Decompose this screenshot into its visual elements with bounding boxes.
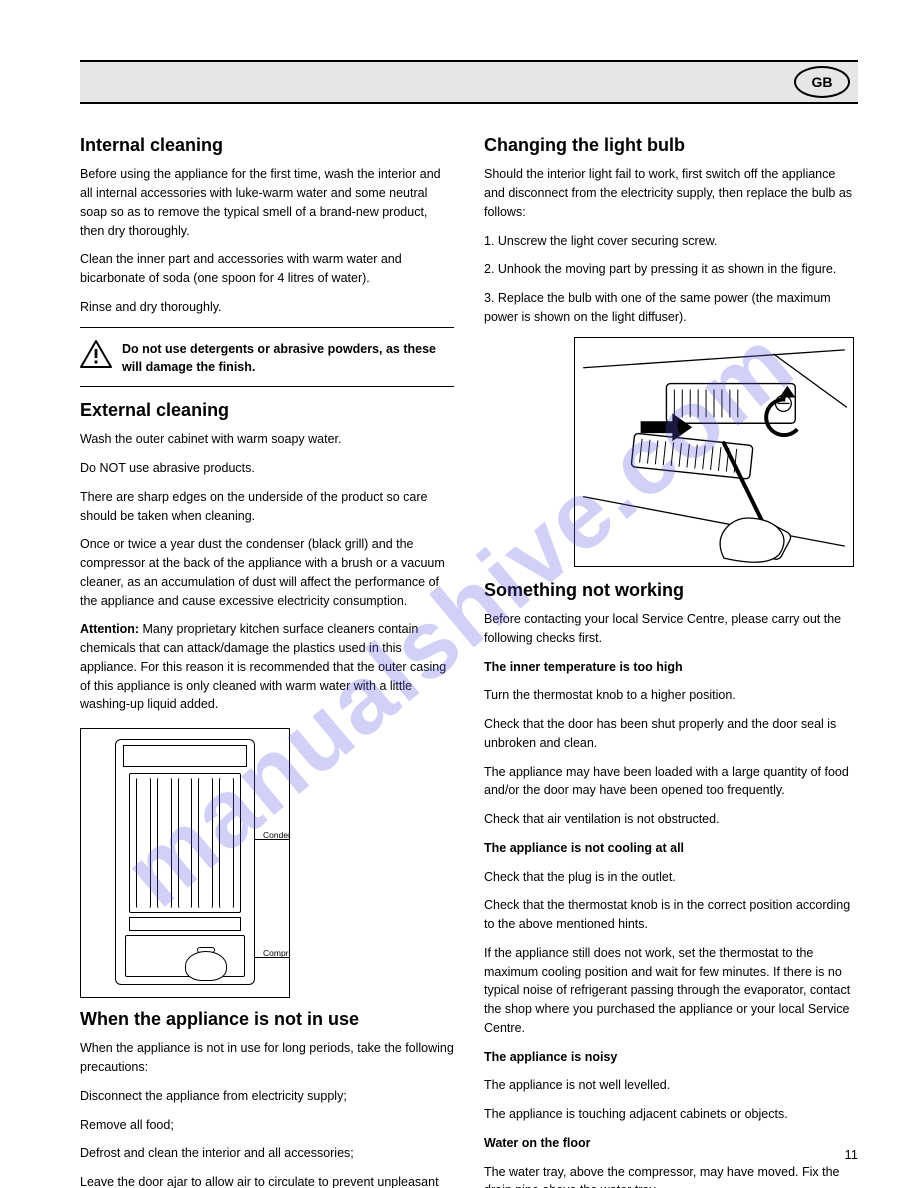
- header-bar: GB: [80, 60, 858, 104]
- language-badge: GB: [794, 66, 850, 98]
- section-title-troubleshooting: Something not working: [484, 579, 858, 602]
- warning-triangle-icon: [80, 340, 112, 368]
- para-bulb-intro: Should the interior light fail to work, …: [484, 165, 858, 221]
- content-columns: Internal cleaning Before using the appli…: [80, 134, 858, 1188]
- para-notuse-3: Defrost and clean the interior and all a…: [80, 1144, 454, 1163]
- figure-fridge-rear: Condenser Compressor: [80, 728, 290, 998]
- para-internal-3: Rinse and dry thoroughly.: [80, 298, 454, 317]
- sub-water-a: The water tray, above the compressor, ma…: [484, 1163, 858, 1188]
- figure-label-compressor: Compressor: [263, 949, 290, 958]
- para-external-1: Wash the outer cabinet with warm soapy w…: [80, 430, 454, 449]
- sub-noisy-b: The appliance is touching adjacent cabin…: [484, 1105, 858, 1124]
- figure-label-condenser: Condenser: [263, 831, 290, 840]
- sub-high-temp-a: Turn the thermostat knob to a higher pos…: [484, 686, 858, 705]
- left-column: Internal cleaning Before using the appli…: [80, 134, 454, 1188]
- language-code: GB: [812, 74, 833, 90]
- page: GB Internal cleaning Before using the ap…: [0, 0, 918, 1188]
- sub-no-cool-c: If the appliance still does not work, se…: [484, 944, 858, 1038]
- sub-no-cool-b: Check that the thermostat knob is in the…: [484, 896, 858, 934]
- sub-noisy: The appliance is noisy: [484, 1048, 858, 1067]
- section-title-internal-cleaning: Internal cleaning: [80, 134, 454, 157]
- sub-high-temp-b: Check that the door has been shut proper…: [484, 715, 858, 753]
- para-external-4: Once or twice a year dust the condenser …: [80, 535, 454, 610]
- sub-high-temp-c: The appliance may have been loaded with …: [484, 763, 858, 801]
- sub-no-cool: The appliance is not cooling at all: [484, 839, 858, 858]
- warning-block: Do not use detergents or abrasive powder…: [80, 340, 454, 376]
- sub-no-cool-a: Check that the plug is in the outlet.: [484, 868, 858, 887]
- warning-rule-top: [80, 327, 454, 328]
- section-title-light-bulb: Changing the light bulb: [484, 134, 858, 157]
- sub-water: Water on the floor: [484, 1134, 858, 1153]
- page-number: 11: [845, 1147, 859, 1162]
- right-column: Changing the light bulb Should the inter…: [484, 134, 858, 1188]
- section-title-external-cleaning: External cleaning: [80, 399, 454, 422]
- sub-noisy-a: The appliance is not well levelled.: [484, 1076, 858, 1095]
- para-notuse-intro: When the appliance is not in use for lon…: [80, 1039, 454, 1077]
- sub-high-temp-d: Check that air ventilation is not obstru…: [484, 810, 858, 829]
- step-bulb-3: 3. Replace the bulb with one of the same…: [484, 289, 858, 327]
- section-title-not-in-use: When the appliance is not in use: [80, 1008, 454, 1031]
- fridge-schematic: Condenser Compressor: [115, 739, 255, 985]
- step-bulb-1: 1. Unscrew the light cover securing scre…: [484, 232, 858, 251]
- para-notuse-1: Disconnect the appliance from electricit…: [80, 1087, 454, 1106]
- para-notuse-2: Remove all food;: [80, 1116, 454, 1135]
- para-internal-2: Clean the inner part and accessories wit…: [80, 250, 454, 288]
- para-notuse-4: Leave the door ajar to allow air to circ…: [80, 1173, 454, 1188]
- figure-lamp-cover: [574, 337, 854, 567]
- lamp-cover-illustration: [575, 338, 853, 566]
- para-trouble-intro: Before contacting your local Service Cen…: [484, 610, 858, 648]
- para-external-3: There are sharp edges on the underside o…: [80, 488, 454, 526]
- warning-rule-bottom: [80, 386, 454, 387]
- sub-high-temp: The inner temperature is too high: [484, 658, 858, 677]
- step-bulb-2: 2. Unhook the moving part by pressing it…: [484, 260, 858, 279]
- para-external-2: Do NOT use abrasive products.: [80, 459, 454, 478]
- para-attention: Attention: Many proprietary kitchen surf…: [80, 620, 454, 714]
- para-internal-1: Before using the appliance for the first…: [80, 165, 454, 240]
- warning-text: Do not use detergents or abrasive powder…: [122, 340, 454, 376]
